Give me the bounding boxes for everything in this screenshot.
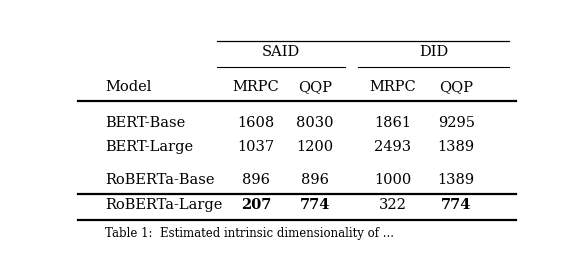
Text: 1200: 1200	[296, 140, 333, 154]
Text: QQP: QQP	[298, 80, 332, 94]
Text: RoBERTa-Large: RoBERTa-Large	[105, 198, 223, 212]
Text: 774: 774	[441, 198, 472, 212]
Text: MRPC: MRPC	[369, 80, 416, 94]
Text: Table 1:  Estimated intrinsic dimensionality of ...: Table 1: Estimated intrinsic dimensional…	[105, 227, 395, 240]
Text: 8030: 8030	[296, 116, 334, 130]
Text: BERT-Large: BERT-Large	[105, 140, 193, 154]
Text: 774: 774	[300, 198, 330, 212]
Text: BERT-Base: BERT-Base	[105, 116, 186, 130]
Text: 207: 207	[240, 198, 271, 212]
Text: 1608: 1608	[237, 116, 275, 130]
Text: 896: 896	[301, 173, 329, 187]
Text: 1037: 1037	[237, 140, 275, 154]
Text: 896: 896	[242, 173, 270, 187]
Text: Model: Model	[105, 80, 152, 94]
Text: 1000: 1000	[374, 173, 411, 187]
Text: 2493: 2493	[374, 140, 411, 154]
Text: QQP: QQP	[439, 80, 473, 94]
Text: 9295: 9295	[438, 116, 475, 130]
Text: SAID: SAID	[262, 45, 300, 59]
Text: 1389: 1389	[437, 173, 475, 187]
Text: 322: 322	[379, 198, 406, 212]
Text: DID: DID	[419, 45, 448, 59]
Text: 1861: 1861	[374, 116, 411, 130]
Text: 1389: 1389	[437, 140, 475, 154]
Text: MRPC: MRPC	[232, 80, 279, 94]
Text: RoBERTa-Base: RoBERTa-Base	[105, 173, 215, 187]
